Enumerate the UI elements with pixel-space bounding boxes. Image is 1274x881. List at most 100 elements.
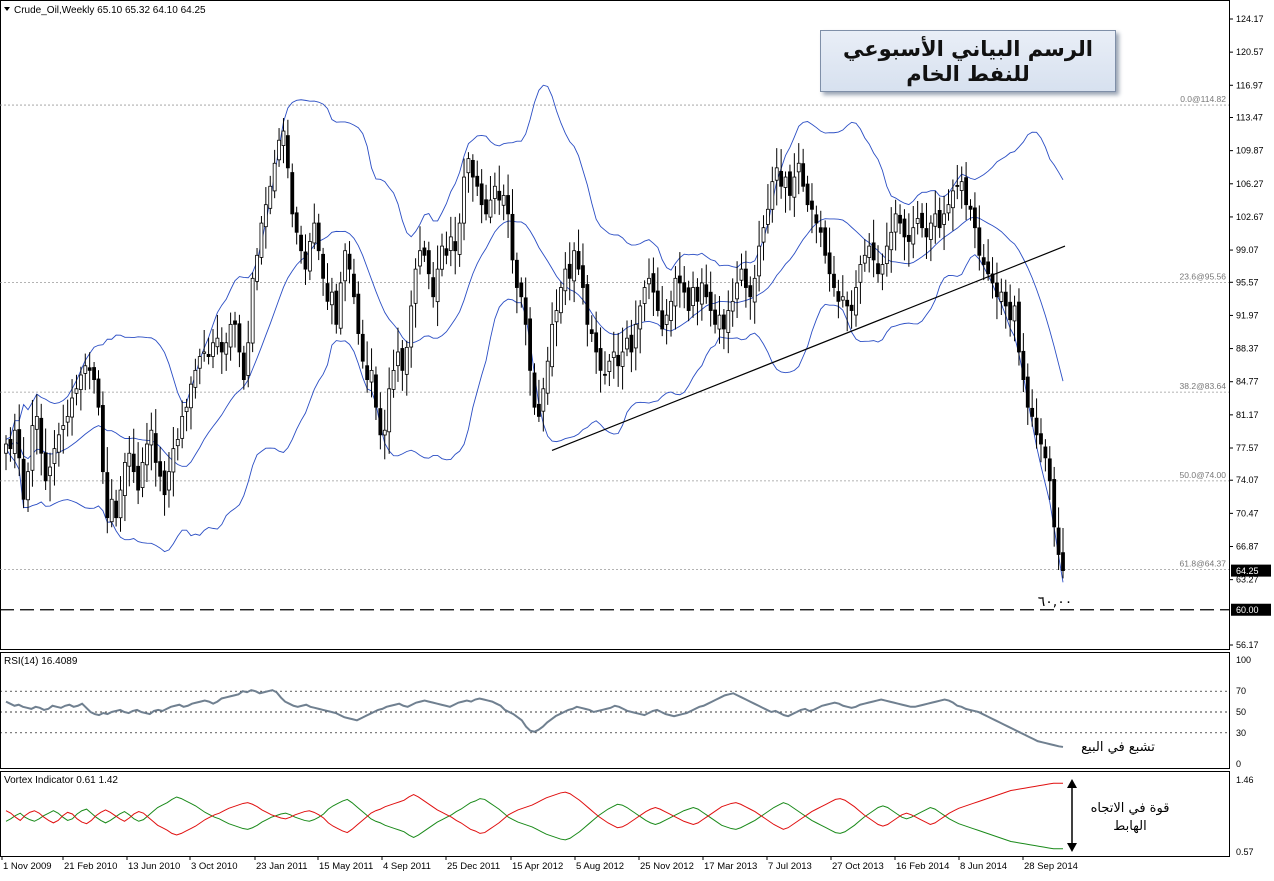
candle-body [281,130,286,146]
candle-body [259,222,264,258]
main-header: Crude_Oil,Weekly 65.10 65.32 64.10 64.25 [14,5,206,16]
candle-body [990,273,995,284]
candle-body [660,310,665,330]
candle-body [981,257,986,265]
candle-body [673,277,678,307]
candle-body [193,369,198,388]
candle-body [1052,479,1057,528]
candle-body [664,314,669,325]
candle-body [136,465,141,491]
time-tick-label: 25 Nov 2012 [640,861,694,872]
rsi-line [5,689,1064,748]
title-line-2: للنفط الخام [906,62,1030,86]
candle-body [849,304,854,311]
candle-body [312,222,317,244]
candle-body [127,452,132,467]
time-tick-label: 28 Sep 2014 [1024,861,1078,872]
candle-body [268,185,273,209]
candle-body [532,372,537,408]
candle-body [576,251,581,270]
time-tick-label: 4 Sep 2011 [383,861,431,872]
candle-body [792,176,797,198]
candle-body [211,342,215,357]
candle-body [528,318,532,371]
candle-body [378,408,383,436]
fib-label: 50.0@74.00 [1180,470,1227,480]
candle-body [330,291,334,306]
candle-body [995,282,999,298]
dropdown-arrow-icon[interactable] [4,7,10,11]
rsi-header: RSI(14) 16.4089 [4,656,78,667]
candle-body [462,176,466,224]
candle-body [241,352,246,380]
candle-body [484,199,488,215]
candle-body [655,290,660,311]
candle-body [845,299,850,307]
candle-body [770,181,775,210]
price-badge-label: 60.00 [1236,605,1259,615]
candle-body [387,388,392,433]
candle-body [453,241,458,252]
candle-body [638,305,643,330]
candle-body [902,218,907,238]
rsi-tick-label: 70 [1236,686,1246,696]
price-tick-label: 102.67 [1236,212,1264,222]
candle-body [202,351,207,354]
trendline [551,245,1066,452]
candle-body [184,406,189,413]
rsi-pane-frame [0,652,1230,769]
price-tick-label: 95.57 [1236,277,1259,287]
candle-body [224,342,229,355]
candle-body [876,263,880,275]
candle-body [607,360,612,372]
candle-body [937,209,942,229]
candle-body [946,204,951,214]
candle-body [70,397,74,418]
candle-body [448,236,453,251]
candle-body [299,234,303,252]
candle-body [585,284,590,325]
time-axis: 1 Nov 2009 21 Feb 2010 13 Jun 2010 3 Oct 20… [1,856,1078,872]
candle-body [1017,301,1021,353]
candle-body [365,365,370,380]
candle-body [12,429,17,454]
candle-body [744,268,748,288]
price-tick-label: 106.27 [1236,179,1264,189]
price-tick-label: 99.07 [1236,245,1259,255]
price-tick-label: 63.27 [1236,575,1259,585]
candle-body [167,471,171,491]
candle-body [360,333,365,362]
candle-body [1056,527,1061,555]
candle-body [1043,446,1048,459]
candle-body [735,282,739,300]
vortex-layer: 1.46 0.57 [5,775,1254,857]
candle-body [928,222,933,240]
candle-body [915,218,920,224]
candle-body [382,429,387,436]
candle-body [149,429,154,446]
candle-body [699,282,704,305]
candle-body [796,162,801,173]
price-tick-label: 124.17 [1236,14,1264,24]
candle-body [541,388,546,412]
vi-minus-line [5,782,1063,836]
candle-body [105,472,110,519]
candle-body [272,162,277,192]
candle-body [840,296,845,301]
candle-body [475,175,480,187]
candle-body [920,212,924,229]
candle-body [114,500,119,519]
candle-body [968,205,973,210]
candle-body [977,227,982,256]
candle-body [435,268,440,303]
candle-body [96,378,101,408]
candle-body [523,297,528,325]
candle-body [862,254,867,264]
trendline-layer [551,245,1066,452]
time-tick-label: 16 Feb 2014 [896,861,949,872]
candle-body [867,245,872,258]
candle-body [779,170,784,187]
candle-body [131,453,136,473]
candle-body [153,433,158,463]
candle-body [805,183,810,206]
